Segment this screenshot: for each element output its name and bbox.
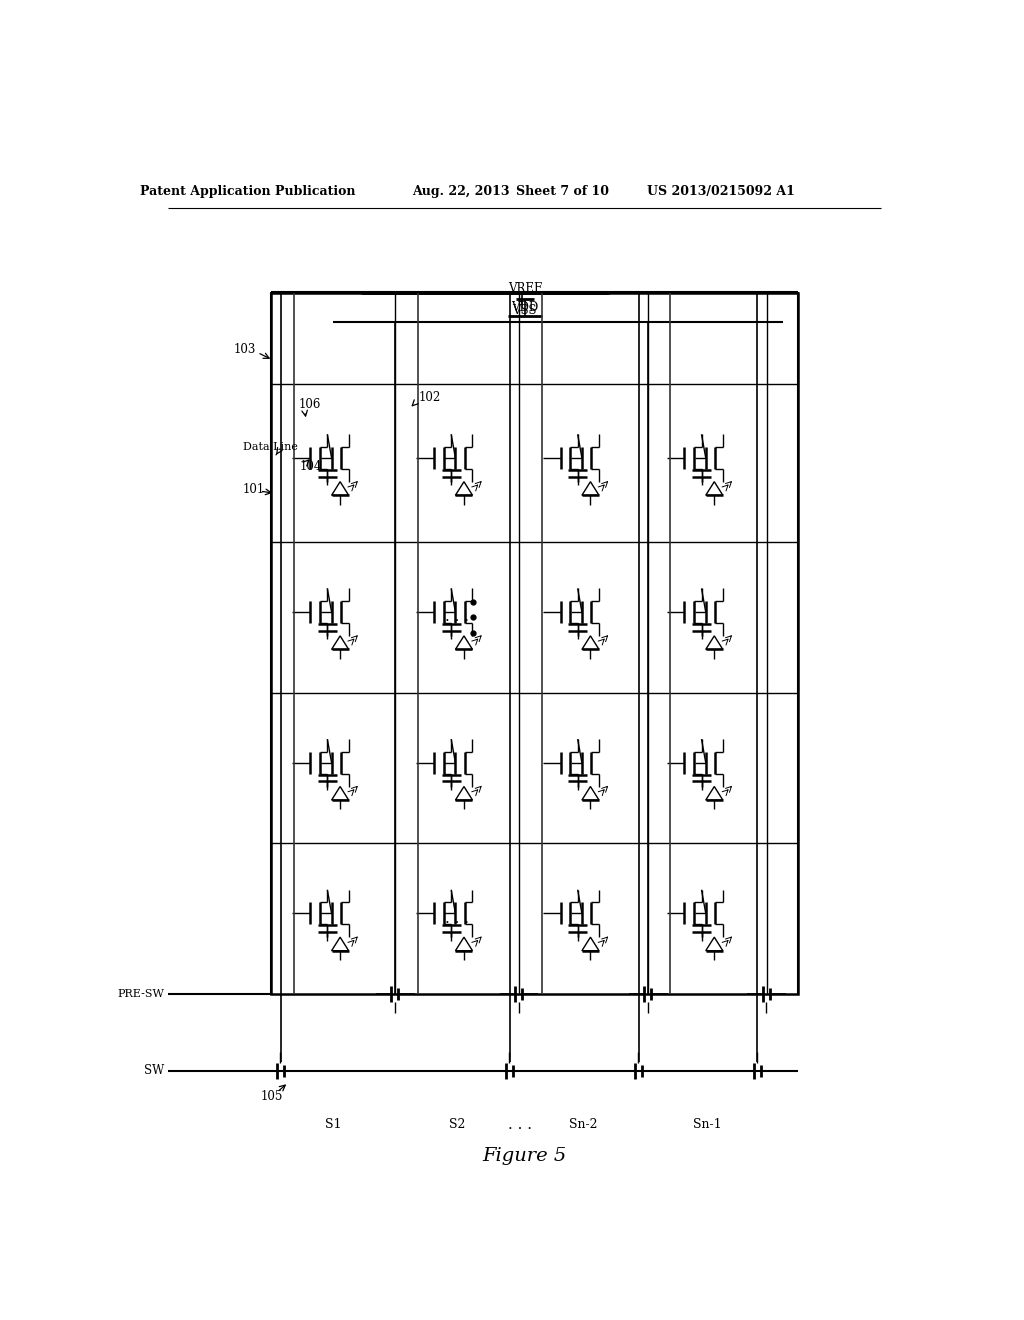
Text: VSS: VSS	[513, 304, 537, 317]
Text: SW: SW	[144, 1064, 165, 1077]
Text: S2: S2	[449, 1118, 465, 1131]
Text: 103: 103	[233, 343, 256, 356]
Text: 106: 106	[299, 399, 321, 412]
Text: 105: 105	[260, 1090, 283, 1102]
Bar	[271, 293, 799, 994]
Text: . . .: . . .	[508, 1118, 532, 1131]
Text: 104: 104	[300, 459, 323, 473]
Text: PRE-SW: PRE-SW	[118, 989, 165, 999]
Text: . . .: . . .	[445, 610, 469, 624]
Text: Figure 5: Figure 5	[482, 1147, 567, 1164]
Text: Patent Application Publication: Patent Application Publication	[140, 185, 356, 198]
Text: Sn-1: Sn-1	[693, 1118, 722, 1131]
Text: Sheet 7 of 10: Sheet 7 of 10	[515, 185, 608, 198]
Text: Data Line: Data Line	[243, 442, 298, 453]
Text: 102: 102	[419, 391, 441, 404]
Text: Sn-2: Sn-2	[569, 1118, 598, 1131]
Text: VREF: VREF	[508, 282, 542, 296]
Text: VDD: VDD	[511, 301, 539, 314]
Text: US 2013/0215092 A1: US 2013/0215092 A1	[647, 185, 795, 198]
Text: . . .: . . .	[445, 912, 469, 925]
Text: Aug. 22, 2013: Aug. 22, 2013	[413, 185, 510, 198]
Text: S1: S1	[325, 1118, 342, 1131]
Text: 101: 101	[243, 483, 265, 496]
